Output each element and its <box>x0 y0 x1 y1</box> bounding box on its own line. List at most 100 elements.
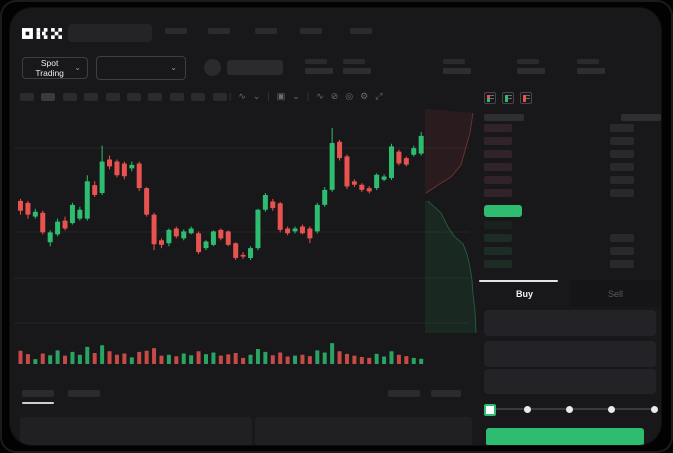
candle-body <box>210 231 216 245</box>
slider-stop[interactable] <box>608 405 615 413</box>
volume-bar <box>419 358 424 364</box>
timeframe-button[interactable] <box>127 93 141 101</box>
volume-bar <box>411 357 416 364</box>
candle-body <box>403 158 409 165</box>
bid-price-bar <box>484 259 512 268</box>
candle-body <box>136 163 142 189</box>
search-input[interactable] <box>68 24 152 42</box>
orderbook-ask-row[interactable] <box>481 134 661 147</box>
settings-gear-icon[interactable]: ⚙ <box>360 90 369 101</box>
volume-bar <box>241 357 246 364</box>
volume-bar <box>70 351 75 364</box>
slider-stop[interactable] <box>566 405 573 413</box>
candle-body <box>299 226 305 234</box>
book-split-view-icon[interactable] <box>484 92 496 104</box>
volume-bar <box>18 350 23 364</box>
candle-body <box>129 164 135 169</box>
candle-body <box>322 189 328 205</box>
orderbook-ask-row[interactable] <box>481 186 661 199</box>
book-bids-view-icon[interactable] <box>502 92 514 104</box>
pair-selector-dropdown[interactable]: ⌄ <box>96 56 186 80</box>
depth-bids-curve <box>427 200 477 334</box>
timeframe-button[interactable] <box>191 93 206 101</box>
slider-stop[interactable] <box>651 405 658 413</box>
candle-style-icon[interactable]: ∿ <box>238 90 246 101</box>
line-chart-icon[interactable]: ∿ <box>316 90 324 101</box>
timeframe-button[interactable] <box>84 93 99 101</box>
ask-amount-bar <box>610 123 634 132</box>
candle-body <box>203 241 209 249</box>
bottom-action[interactable] <box>431 390 461 397</box>
orders-table-panel <box>255 417 472 445</box>
bottom-action[interactable] <box>388 390 420 397</box>
orderbook-bid-row[interactable] <box>481 257 661 270</box>
candlestick-chart[interactable] <box>14 105 480 367</box>
timeframe-button[interactable] <box>20 93 34 101</box>
bottom-tab-history[interactable] <box>68 390 100 397</box>
slider-stop[interactable] <box>524 405 531 413</box>
nav-item[interactable] <box>255 28 277 34</box>
ticker-stat <box>443 59 473 75</box>
candle-body <box>114 161 120 176</box>
chevron-down-icon: ⌄ <box>170 63 177 72</box>
candle-body <box>337 141 343 159</box>
candle-body <box>292 228 298 232</box>
candle-body <box>158 240 164 245</box>
timeframe-button[interactable] <box>105 93 120 101</box>
volume-bar <box>218 355 223 364</box>
ask-amount-bar <box>610 175 634 184</box>
timeframe-button[interactable] <box>148 93 163 101</box>
orderbook-bid-row[interactable] <box>481 244 661 257</box>
orders-table-panel <box>20 417 252 445</box>
chevron-down-icon[interactable]: ⌄ <box>252 90 261 101</box>
bottom-tab-orders[interactable] <box>22 390 54 397</box>
timeframe-button[interactable] <box>41 93 56 101</box>
spot-trading-dropdown[interactable]: Spot Trading ⌄ <box>22 57 88 79</box>
volume-bar <box>48 355 53 364</box>
volume-bar <box>374 353 379 364</box>
coin-icon <box>204 59 221 76</box>
order-total-input[interactable] <box>484 369 656 394</box>
indicators-icon[interactable]: ▣ <box>276 90 286 101</box>
book-asks-view-icon[interactable] <box>520 92 532 104</box>
order-amount-input[interactable] <box>484 341 656 367</box>
timeframe-button[interactable] <box>62 93 77 101</box>
slider-handle[interactable] <box>484 404 496 416</box>
order-price-input[interactable] <box>484 310 656 336</box>
orderbook-ask-row[interactable] <box>481 147 661 160</box>
volume-bar <box>55 350 60 364</box>
orderbook-bid-row[interactable] <box>481 231 661 244</box>
nav-item[interactable] <box>165 28 187 34</box>
orderbook-last-price[interactable] <box>484 205 522 217</box>
ticker-stat <box>517 59 547 75</box>
trade-tabs: Buy Sell <box>479 280 661 307</box>
nav-item[interactable] <box>208 28 230 34</box>
draw-tools-icon[interactable]: ⊘ <box>330 90 339 101</box>
volume-bar <box>352 355 357 364</box>
divider: | <box>267 90 270 101</box>
amount-percent-slider[interactable] <box>484 402 660 416</box>
orderbook-ask-row[interactable] <box>481 160 661 173</box>
candle-body <box>411 148 417 155</box>
ask-price-bar <box>484 149 512 158</box>
camera-icon[interactable]: ◎ <box>345 90 354 101</box>
tab-buy[interactable]: Buy <box>479 280 570 307</box>
fullscreen-icon[interactable]: ⤢ <box>375 90 383 101</box>
timeframe-button[interactable] <box>169 93 184 101</box>
timeframe-button[interactable] <box>212 93 227 101</box>
volume-bar <box>204 354 208 364</box>
volume-bar <box>382 356 387 364</box>
nav-item[interactable] <box>350 28 372 34</box>
tab-sell[interactable]: Sell <box>570 280 661 307</box>
volume-bar <box>263 351 268 364</box>
orderbook-bid-row[interactable] <box>481 218 661 231</box>
orderbook-ask-row[interactable] <box>481 173 661 186</box>
buy-submit-button[interactable] <box>486 428 644 445</box>
candle-body <box>240 254 246 257</box>
orderbook-ask-row[interactable] <box>481 121 661 134</box>
volume-bar <box>278 352 283 364</box>
nav-item[interactable] <box>300 28 322 34</box>
candle-body <box>374 174 380 189</box>
chevron-down-icon[interactable]: ⌄ <box>292 90 300 101</box>
candle-body <box>359 184 365 190</box>
